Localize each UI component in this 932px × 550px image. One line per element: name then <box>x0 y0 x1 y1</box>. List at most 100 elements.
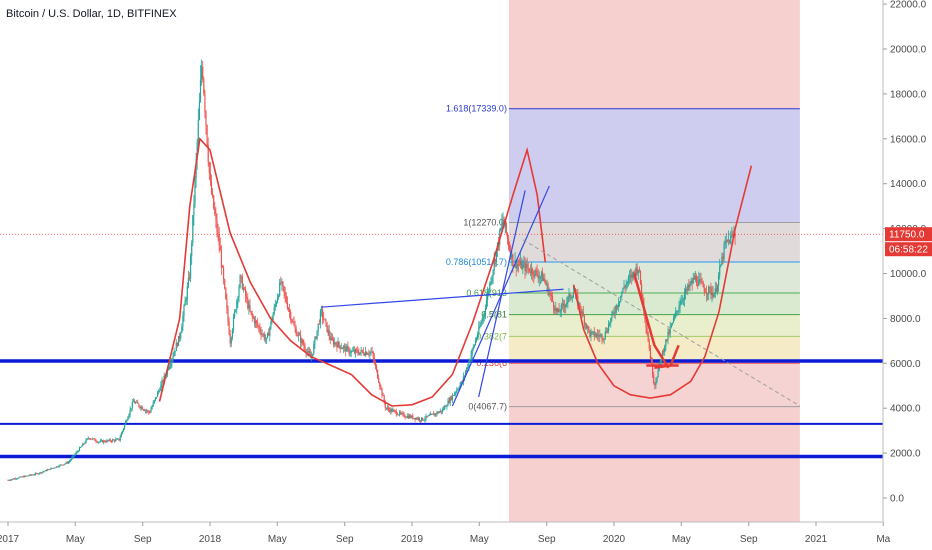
candle-body <box>319 310 321 324</box>
candle-body <box>208 162 210 173</box>
candle-body <box>373 357 375 363</box>
candle-body <box>674 315 676 319</box>
candle-body <box>362 351 364 355</box>
candle-body <box>297 334 299 336</box>
candle-body <box>139 406 141 408</box>
candle-body <box>136 401 138 403</box>
candle-body <box>689 283 691 288</box>
x-tick-label: Ma <box>876 534 890 545</box>
countdown-badge <box>885 242 932 257</box>
candle-body <box>477 334 479 339</box>
candle-body <box>190 256 192 279</box>
candle-body <box>734 234 736 237</box>
candle-body <box>369 351 371 355</box>
candle-body <box>316 330 318 339</box>
candle-body <box>215 213 217 220</box>
candle-body <box>193 203 195 216</box>
candle-body <box>44 470 46 472</box>
candle-body <box>515 260 517 269</box>
candle-body <box>557 308 559 312</box>
candle-body <box>691 280 693 284</box>
candle-body <box>162 380 164 382</box>
candle-body <box>42 471 44 473</box>
candle-body <box>242 288 244 290</box>
candle-body <box>264 339 266 340</box>
candle-body <box>114 439 116 442</box>
candle-body <box>360 349 362 353</box>
candle-body <box>621 292 623 296</box>
candle-body <box>361 349 363 352</box>
candle-body <box>60 464 62 466</box>
candle-body <box>285 295 287 303</box>
candle-body <box>505 223 507 234</box>
candle-body <box>614 312 616 314</box>
candle-body <box>245 289 247 297</box>
candle-body <box>41 471 43 473</box>
candle-body <box>109 439 111 442</box>
candle-body <box>84 442 86 444</box>
candle-body <box>591 331 593 333</box>
candle-body <box>579 303 581 310</box>
fib-band <box>508 222 800 262</box>
candle-body <box>140 406 142 408</box>
candle-body <box>265 337 268 340</box>
y-tick-label: 14000.0 <box>890 179 927 190</box>
candle-body <box>636 267 638 274</box>
candle-body <box>593 331 595 337</box>
candle-body <box>287 308 290 310</box>
candle-body <box>154 397 156 401</box>
candle-body <box>432 413 434 415</box>
candle-body <box>448 400 450 403</box>
candle-body <box>80 447 82 448</box>
candle-body <box>655 381 657 386</box>
candle-body <box>94 438 96 441</box>
candle-body <box>490 282 492 284</box>
candle-body <box>345 346 347 352</box>
candle-body <box>396 414 398 416</box>
candle-body <box>217 232 219 235</box>
candle-body <box>49 469 51 470</box>
candle-body <box>108 439 110 441</box>
candle-body <box>389 409 391 412</box>
candle-body <box>304 346 306 351</box>
candle-body <box>731 234 733 236</box>
candle-body <box>588 326 590 331</box>
candle-body <box>52 467 54 469</box>
candle-body <box>679 304 681 307</box>
candle-body <box>290 312 292 320</box>
candle-body <box>325 319 327 323</box>
candle-body <box>625 283 627 288</box>
candle-body <box>626 282 628 284</box>
candle-body <box>283 286 285 293</box>
candle-body <box>118 438 120 441</box>
candle-body <box>630 274 632 277</box>
candle-body <box>521 260 523 270</box>
y-tick-label: 10000.0 <box>890 269 927 280</box>
candle-body <box>382 395 384 396</box>
candle-body <box>95 440 97 442</box>
candle-body <box>356 349 358 351</box>
y-tick-label: 4000.0 <box>890 404 921 415</box>
candle-body <box>364 351 367 356</box>
candle-body <box>687 284 689 291</box>
candle-body <box>330 337 332 340</box>
candle-body <box>410 415 412 418</box>
candle-body <box>54 467 56 469</box>
candle-body <box>168 368 170 370</box>
candle-body <box>704 291 706 293</box>
candle-body <box>516 264 518 269</box>
candle-body <box>47 469 49 471</box>
candle-body <box>363 354 365 356</box>
candle-body <box>129 409 131 415</box>
candle-body <box>158 390 160 393</box>
candle-body <box>677 310 679 312</box>
candle-body <box>502 220 504 223</box>
candle-body <box>122 428 125 431</box>
candle-body <box>107 440 109 442</box>
candle-body <box>31 474 33 476</box>
candle-body <box>535 269 537 271</box>
candle-body <box>696 276 698 284</box>
candle-body <box>250 311 252 313</box>
candle-body <box>581 311 583 314</box>
